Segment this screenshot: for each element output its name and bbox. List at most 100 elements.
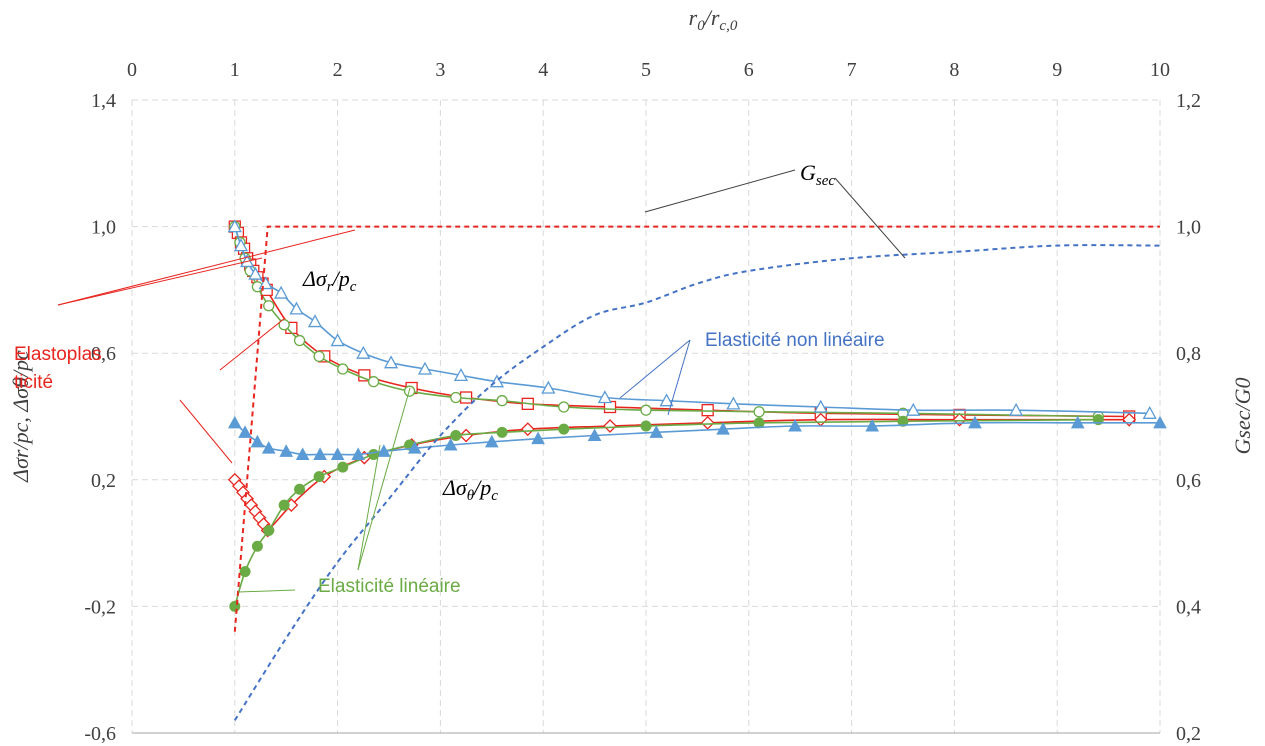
- leader-line: [667, 339, 691, 416]
- marker-triangle: [453, 367, 469, 382]
- top-tick-label: 7: [847, 59, 857, 81]
- marker-dot: [558, 423, 570, 435]
- marker-dot: [753, 417, 765, 429]
- marker-triangle-filled: [1153, 415, 1167, 429]
- top-tick-label: 9: [1052, 59, 1062, 81]
- marker-triangle: [330, 333, 345, 347]
- marker-triangle-filled: [238, 425, 252, 438]
- left-tick-label: -0,2: [84, 596, 116, 618]
- marker-diamond: [520, 422, 535, 437]
- annotation-dst: Δσθ/pc: [442, 475, 498, 504]
- series-layer: [227, 219, 1167, 721]
- marker-triangle: [233, 238, 249, 252]
- series-line: [234, 226, 1099, 418]
- marker-triangle: [1008, 402, 1024, 416]
- axes: 0 1 2 3 4 5 6 7 8 9 10 -0,6 -0,2 0,2 0,6 1,0 1,4 0,2 0,4 0,…: [84, 59, 1201, 745]
- left-tick-label: 0,6: [91, 343, 116, 365]
- top-tick-label: 0: [127, 59, 137, 81]
- series-line: [233, 225, 1160, 632]
- series-1: [227, 412, 1137, 538]
- right-axis-title: Gsec/G0: [1230, 378, 1255, 455]
- marker-triangle-filled: [227, 415, 242, 429]
- marker-dot: [263, 524, 275, 536]
- series-0: [228, 220, 1136, 423]
- marker-dot: [313, 471, 325, 483]
- left-tick-label: 1,4: [91, 90, 116, 112]
- leader-line: [57, 229, 356, 306]
- grid: [131, 99, 1161, 733]
- left-axis-title: Δσr/pc, Δσθ/pc: [8, 350, 33, 483]
- marker-circle: [263, 300, 275, 312]
- leader-line: [644, 169, 796, 213]
- marker-triangle: [541, 380, 556, 394]
- right-tick-label: 0,4: [1176, 596, 1201, 618]
- leader-line: [357, 387, 411, 571]
- marker-circle: [640, 404, 652, 416]
- marker-triangle-filled: [407, 441, 422, 454]
- marker-dot: [368, 448, 380, 460]
- marker-circle: [496, 395, 508, 407]
- marker-dot: [278, 499, 290, 511]
- right-tick-label: 0,2: [1176, 723, 1201, 745]
- marker-diamond: [603, 419, 617, 433]
- leader-line: [179, 399, 233, 464]
- marker-triangle-filled: [443, 437, 458, 451]
- marker-triangle: [273, 285, 289, 299]
- marker-triangle: [227, 219, 242, 233]
- marker-circle: [367, 376, 380, 388]
- left-tick-label: -0,6: [84, 723, 116, 745]
- leader-line: [57, 257, 263, 306]
- right-tick-label: 0,8: [1176, 343, 1201, 365]
- marker-triangle: [383, 355, 399, 369]
- marker-dot: [897, 415, 909, 427]
- marker-dot: [640, 420, 652, 432]
- series-2: [229, 220, 1104, 423]
- leader-line: [237, 589, 296, 593]
- series-4: [227, 219, 1157, 419]
- leader-line: [619, 339, 691, 399]
- marker-triangle: [289, 301, 304, 315]
- right-tick-label: 0,6: [1176, 470, 1201, 492]
- top-tick-label: 6: [744, 59, 754, 81]
- marker-triangle-filled: [1070, 415, 1085, 429]
- marker-triangle: [659, 393, 674, 407]
- marker-triangle-filled: [313, 447, 327, 460]
- marker-triangle-filled: [484, 434, 499, 448]
- marker-triangle: [258, 276, 273, 290]
- marker-dot: [239, 566, 251, 578]
- marker-triangle: [307, 314, 323, 328]
- top-tick-label: 8: [949, 59, 959, 81]
- marker-triangle-filled: [716, 422, 730, 435]
- annotation-elastoplas-line2: ticité: [14, 372, 53, 393]
- marker-triangle-filled: [279, 444, 294, 457]
- top-tick-label: 3: [435, 59, 445, 81]
- top-tick-label: 2: [333, 59, 343, 81]
- marker-triangle: [597, 390, 612, 404]
- right-tick-label: 1,2: [1176, 90, 1201, 112]
- annotation-linear: Elasticité linéaire: [318, 576, 461, 597]
- marker-triangle-filled: [377, 444, 391, 457]
- annotation-gsec: Gsec: [800, 160, 835, 189]
- marker-triangle: [356, 345, 371, 359]
- marker-triangle: [813, 399, 828, 413]
- marker-dot: [294, 483, 306, 495]
- marker-triangle-filled: [330, 447, 345, 460]
- marker-circle: [313, 350, 325, 363]
- marker-dot: [496, 426, 508, 438]
- left-tick-label: 1,0: [91, 217, 116, 239]
- marker-triangle-filled: [587, 428, 602, 441]
- marker-dot: [450, 429, 462, 441]
- marker-triangle-filled: [351, 447, 366, 460]
- annotation-leaders: [57, 169, 906, 593]
- top-tick-label: 10: [1150, 59, 1170, 81]
- marker-triangle: [1142, 405, 1157, 419]
- marker-triangle-filled: [531, 431, 545, 445]
- annotation-dsr: Δσr/pc: [302, 266, 357, 295]
- series-6: [233, 225, 1160, 632]
- marker-triangle: [906, 402, 921, 416]
- left-tick-label: 0,2: [91, 470, 116, 492]
- marker-triangle-filled: [250, 434, 265, 448]
- marker-square: [701, 404, 714, 417]
- marker-circle: [293, 334, 306, 347]
- marker-triangle: [726, 396, 741, 410]
